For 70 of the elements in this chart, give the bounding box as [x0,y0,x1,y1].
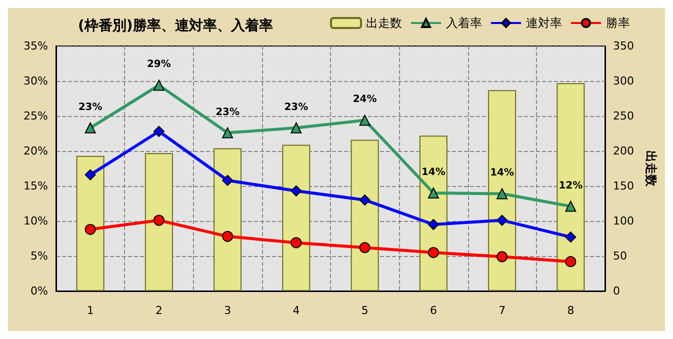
data-label: 12% [558,180,583,192]
data-label: 14% [490,168,514,179]
x-tick-label: 2 [155,304,162,317]
y2-axis-title: 出走数 [644,150,658,188]
legend-label: 入着率 [446,16,482,30]
legend-label: 勝率 [606,16,630,30]
bar [556,83,585,291]
y2-tick-label: 250 [613,110,634,122]
data-label: 29% [146,59,171,70]
point [359,242,370,254]
point [359,194,370,206]
data-label: 24% [352,94,377,106]
legend-label: 出走数 [366,16,402,30]
point [496,188,508,200]
point [496,214,508,226]
y-tick-label: 10% [24,214,48,228]
point [153,214,164,226]
point [428,219,439,230]
point [290,237,302,248]
point [565,232,576,243]
y-tick-label: 5% [30,250,48,262]
point [153,80,164,91]
bar [488,90,516,291]
point [496,251,508,262]
x-tick-label: 1 [86,304,94,317]
point [290,122,302,134]
point [565,200,576,212]
y-tick-label: 30% [24,74,48,88]
chart-title: (枠番別)勝率、連対率、入着率 [78,17,273,34]
y2-tick-label: 300 [613,74,634,88]
data-label: 23% [284,102,308,113]
bar [214,148,242,291]
x-tick-label: 3 [224,304,232,317]
bar [282,144,310,291]
x-tick-label: 6 [430,304,437,317]
point [84,122,96,134]
bar [350,140,379,291]
y2-tick-label: 100 [613,214,634,228]
point [222,127,234,138]
y-tick-label: 15% [24,180,48,192]
data-label: 23% [78,102,102,113]
y-tick-label: 35% [24,40,48,52]
x-tick-label: 5 [361,304,368,317]
y2-tick-label: 0 [613,284,620,298]
x-tick-label: 8 [567,304,574,317]
legend-label: 連対率 [526,16,562,30]
y-tick-label: 0% [30,284,48,298]
y2-tick-label: 200 [613,144,634,158]
y2-tick-label: 50 [613,250,627,262]
data-label: 23% [216,106,240,118]
point [222,230,234,242]
point [84,224,96,235]
y-tick-label: 25% [24,110,48,122]
point [428,247,439,258]
y2-tick-label: 150 [613,180,634,192]
y-tick-label: 20% [24,144,48,158]
x-tick-label: 4 [292,304,300,317]
point [153,126,164,137]
bar [144,153,173,291]
point [222,174,234,186]
point [84,169,96,180]
point [290,185,302,196]
y2-tick-label: 350 [613,40,634,52]
data-label: 14% [421,167,446,178]
bar [419,136,448,291]
bar [76,156,104,291]
x-tick-label: 7 [498,304,506,317]
point [359,114,370,126]
point [565,256,576,268]
point [428,188,439,198]
